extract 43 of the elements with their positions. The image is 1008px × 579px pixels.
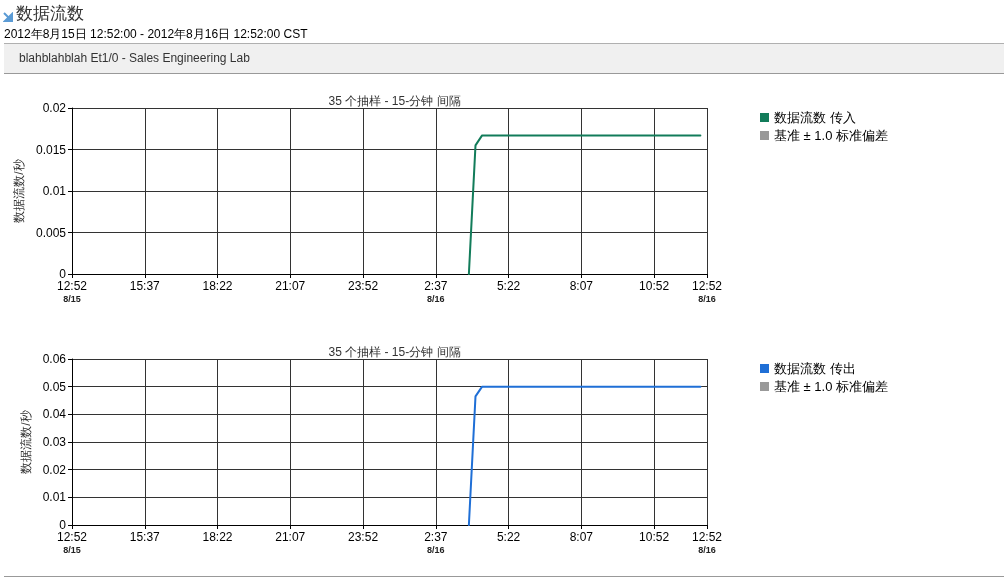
- text: 2012年8月15日 12:52:00 - 2012年8月16日 12:52:00 CST: [4, 27, 308, 42]
- y-tick-label: 0.02: [42, 101, 67, 115]
- x-tick-label: 12:52 8/15: [56, 279, 88, 304]
- y-tick-label: 0.005: [35, 225, 67, 240]
- y-tick-label: 0.05: [42, 379, 67, 394]
- y-tick-label: 0: [59, 517, 67, 532]
- x-tick-label: 2:37 8/16: [424, 529, 448, 554]
- x-tick-label: 21:07: [275, 279, 306, 293]
- y-tick-label: 0.015: [35, 142, 67, 157]
- chart-title: 35 个抽样 - 15-分钟 间隔: [328, 94, 461, 108]
- x-tick-label: 12:52 8/16: [691, 529, 723, 554]
- chart-title: 35 个抽样 - 15-分钟 间隔: [328, 344, 461, 359]
- x-tick-label: 23:52: [348, 529, 379, 544]
- y-tick-label: 0.03: [42, 434, 67, 449]
- x-tick-label: 12:52 8/15: [56, 529, 88, 554]
- y-tick-label: 0.02: [42, 462, 67, 477]
- legend-label: 数据流数 传出: [774, 360, 856, 376]
- x-tick-label: 5:22: [496, 279, 521, 293]
- legend-label: 基准 ± 1.0 标准偏差: [774, 128, 889, 143]
- legend-label: 数据流数 传入: [774, 110, 856, 125]
- legend-label: 基准 ± 1.0 标准偏差: [774, 378, 889, 394]
- x-tick-label: 18:22: [202, 279, 233, 293]
- text: 数据流数: [16, 3, 84, 25]
- x-tick-label: 8:07: [569, 279, 594, 293]
- y-tick-label: 0.01: [42, 489, 67, 504]
- x-tick-label: 2:37 8/16: [424, 279, 448, 304]
- x-tick-label: 18:22: [202, 529, 233, 544]
- x-tick-label: 15:37: [129, 279, 161, 293]
- x-tick-label: 10:52: [639, 279, 670, 293]
- y-axis-title: 数据流数/秒: [18, 409, 33, 474]
- x-tick-label: 23:52: [348, 279, 379, 293]
- x-tick-label: 10:52: [639, 529, 670, 544]
- x-tick-label: 21:07: [275, 529, 306, 544]
- y-tick-label: 0: [59, 267, 67, 281]
- x-tick-label: 8:07: [569, 529, 594, 544]
- x-tick-label: 5:22: [496, 529, 521, 544]
- y-tick-label: 0.04: [42, 406, 67, 421]
- x-tick-label: 12:52 8/16: [691, 279, 723, 304]
- y-axis-title: 数据流数/秒: [12, 159, 27, 223]
- text: blahblahblah Et1/0 - Sales Engineering Lab: [19, 51, 250, 66]
- x-tick-label: 15:37: [129, 529, 161, 544]
- y-tick-label: 0.06: [42, 351, 67, 366]
- y-tick-label: 0.01: [42, 184, 67, 198]
